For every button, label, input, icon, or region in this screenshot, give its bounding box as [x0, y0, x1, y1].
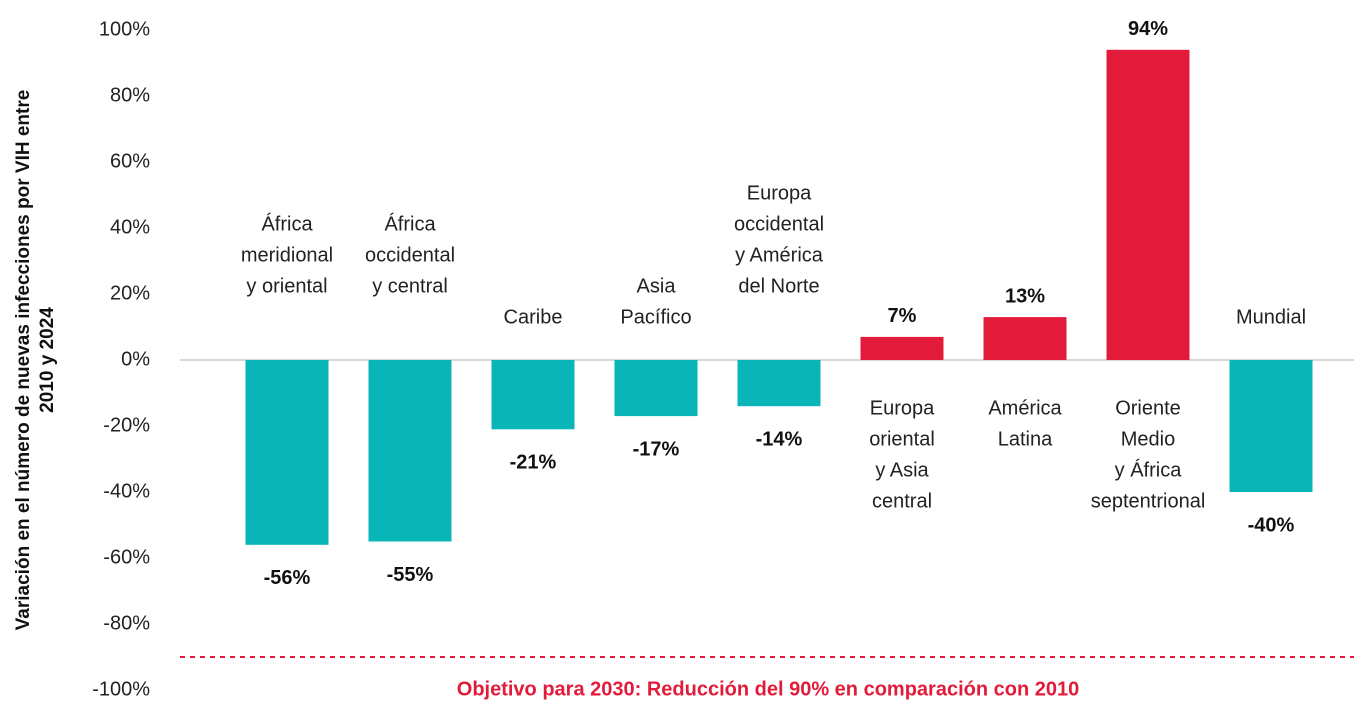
- y-tick-label: -60%: [103, 546, 150, 568]
- y-tick-label: 40%: [110, 216, 150, 238]
- target-label: Objetivo para 2030: Reducción del 90% en…: [457, 678, 1079, 700]
- value-label: 94%: [1128, 18, 1168, 40]
- y-tick-label: -80%: [103, 612, 150, 634]
- category-label: oriental: [869, 428, 935, 450]
- category-label: meridional: [241, 244, 333, 266]
- y-axis-label: Variación en el número de nuevas infecci…: [13, 90, 34, 631]
- value-label: 13%: [1005, 285, 1045, 307]
- category-label: Mundial: [1236, 306, 1306, 328]
- category-label: América: [988, 397, 1062, 419]
- category-label: occidental: [365, 244, 455, 266]
- value-label: 7%: [888, 305, 917, 327]
- bar: [614, 360, 698, 417]
- value-label: -14%: [756, 428, 803, 450]
- bar: [860, 336, 944, 360]
- category-label: Europa: [747, 182, 812, 204]
- y-tick-label: -100%: [92, 678, 150, 700]
- bar: [983, 317, 1067, 360]
- category-label: Pacífico: [620, 306, 691, 328]
- category-label: Oriente: [1115, 397, 1181, 419]
- value-label: -40%: [1248, 514, 1295, 536]
- bar: [491, 360, 575, 430]
- bar: [245, 360, 329, 545]
- category-label: y América: [735, 244, 824, 266]
- y-tick-label: 60%: [110, 150, 150, 172]
- category-label: África: [261, 212, 313, 235]
- value-label: -56%: [264, 567, 311, 589]
- value-label: -21%: [510, 452, 557, 474]
- y-tick-label: 0%: [121, 348, 150, 370]
- category-label: Caribe: [504, 306, 563, 328]
- y-tick-label: -20%: [103, 414, 150, 436]
- bar: [1229, 360, 1313, 492]
- category-label: y oriental: [246, 275, 327, 297]
- y-axis-label: 2010 y 2024: [37, 307, 58, 413]
- value-label: -55%: [387, 564, 434, 586]
- category-label: Latina: [998, 428, 1053, 450]
- bar: [737, 360, 821, 407]
- bar: [368, 360, 452, 542]
- y-tick-label: 80%: [110, 84, 150, 106]
- category-label: y África: [1115, 458, 1183, 481]
- category-label: septentrional: [1091, 490, 1206, 512]
- value-label: -17%: [633, 438, 680, 460]
- category-label: Europa: [870, 397, 935, 419]
- y-tick-label: -40%: [103, 480, 150, 502]
- category-label: occidental: [734, 213, 824, 235]
- category-label: África: [384, 212, 436, 235]
- category-label: Asia: [637, 275, 677, 297]
- category-label: central: [872, 490, 932, 512]
- y-tick-label: 100%: [99, 18, 150, 40]
- category-label: y Asia: [875, 459, 929, 481]
- category-label: Medio: [1121, 428, 1175, 450]
- category-label: y central: [372, 275, 448, 297]
- y-tick-label: 20%: [110, 282, 150, 304]
- bar: [1106, 49, 1190, 361]
- category-label: del Norte: [738, 275, 819, 297]
